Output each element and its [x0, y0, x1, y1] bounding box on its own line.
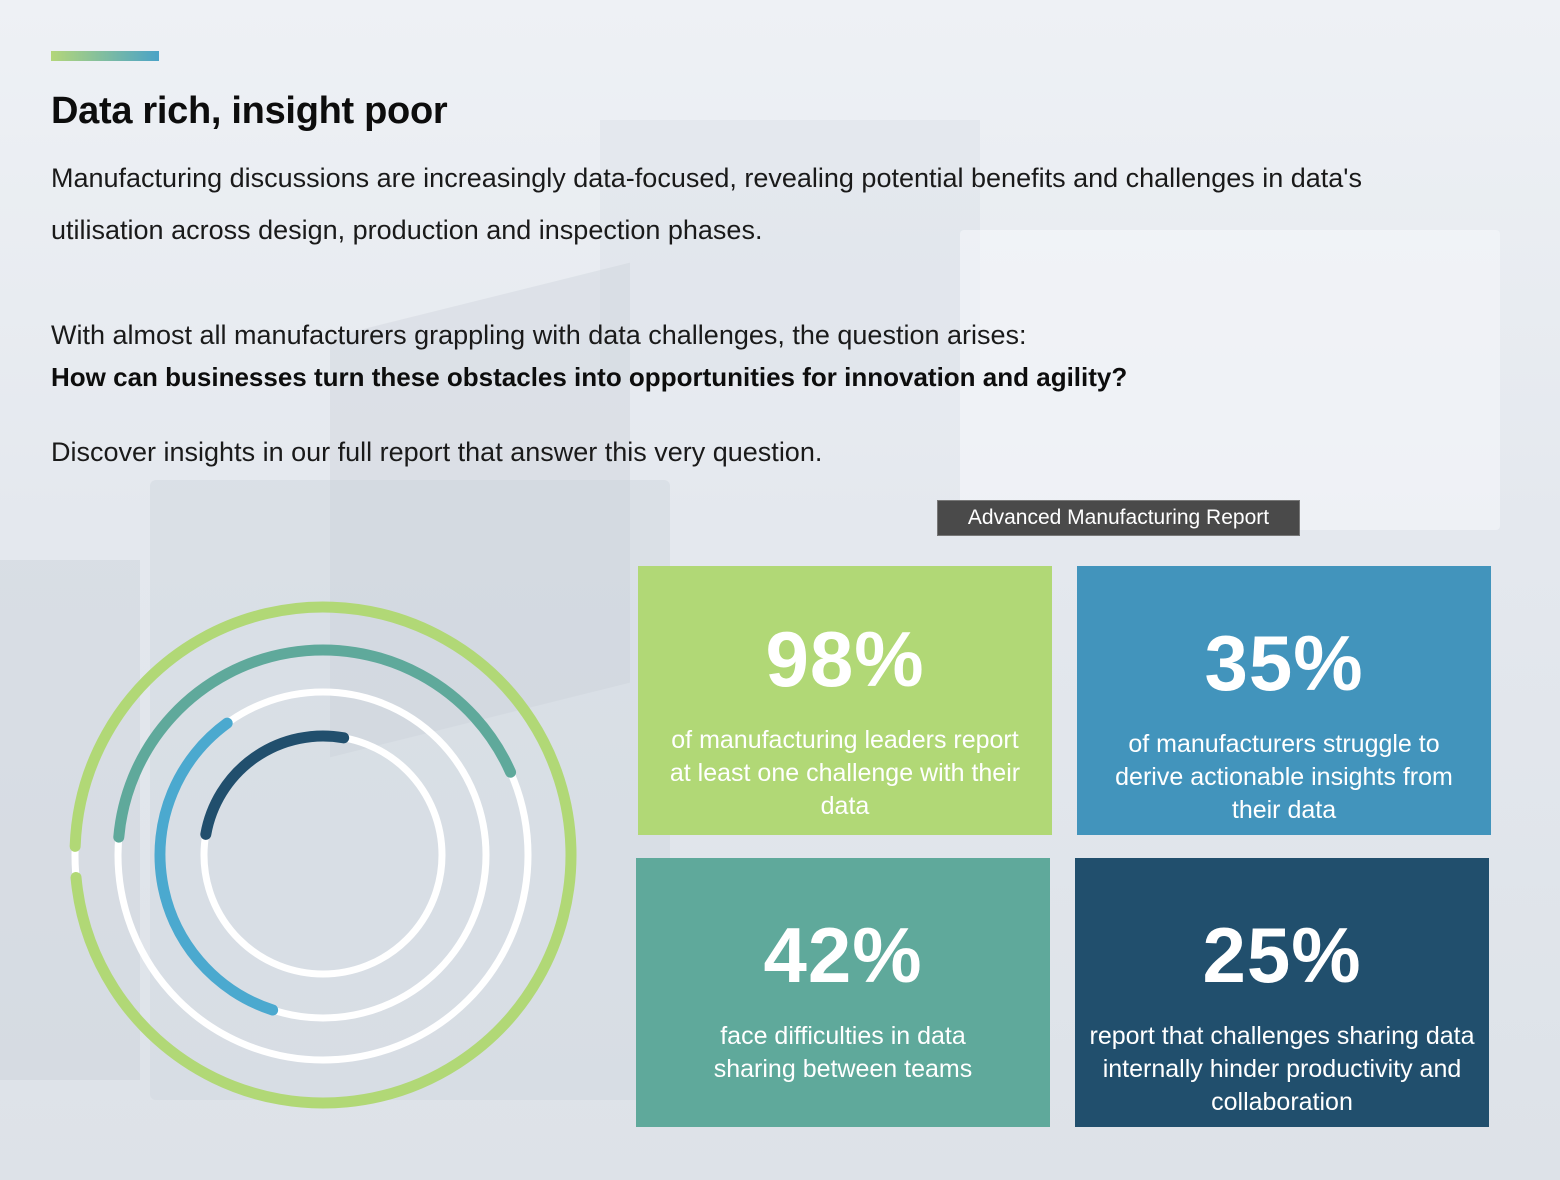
accent-bar — [51, 51, 159, 61]
discover-text: Discover insights in our full report tha… — [51, 437, 823, 467]
stat-description: report that challenges sharing data inte… — [1089, 1022, 1475, 1116]
challenge-paragraph: With almost all manufacturers grappling … — [51, 320, 1027, 350]
page-title: Data rich, insight poor — [51, 90, 448, 132]
stat-value: 42% — [763, 911, 923, 999]
ring-arc-25 — [200, 730, 350, 840]
report-tooltip: Advanced Manufacturing Report — [937, 500, 1300, 536]
ring-arc-98 — [69, 601, 577, 1109]
concentric-rings-chart — [69, 601, 577, 1109]
stat-description: of manufacturing leaders report at least… — [669, 726, 1021, 820]
stat-card-42: 42% face difficulties in data sharing be… — [636, 858, 1050, 1127]
stat-value: 35% — [1204, 619, 1364, 707]
intro-paragraph: Manufacturing discussions are increasing… — [51, 163, 1362, 245]
stat-description: face difficulties in data sharing betwee… — [713, 1022, 973, 1083]
ring-arc-35 — [154, 717, 279, 1016]
key-question: How can businesses turn these obstacles … — [51, 362, 1128, 392]
stat-card-35: 35% of manufacturers struggle to derive … — [1077, 566, 1491, 835]
stat-value: 98% — [765, 615, 925, 703]
ring-arc-42 — [113, 644, 517, 843]
stat-description: of manufacturers struggle to derive acti… — [1115, 730, 1453, 824]
stat-card-98: 98% of manufacturing leaders report at l… — [638, 566, 1052, 835]
stat-value: 25% — [1202, 911, 1362, 999]
stat-card-25: 25% report that challenges sharing data … — [1075, 858, 1489, 1127]
